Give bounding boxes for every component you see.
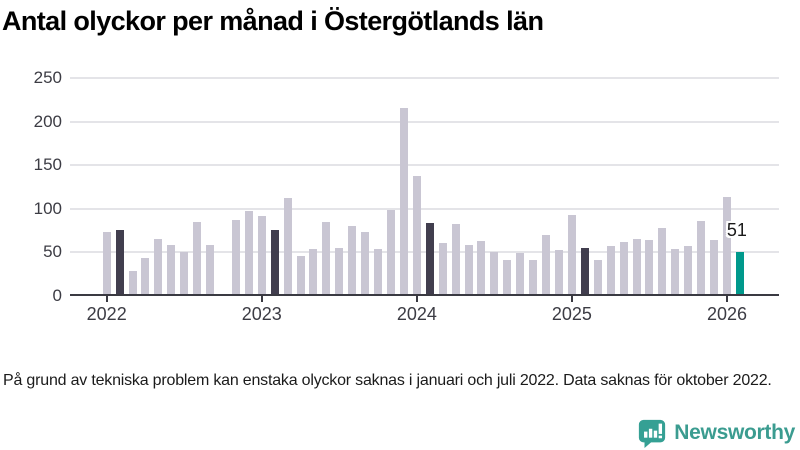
bar-2025-04 bbox=[606, 246, 615, 296]
y-axis-tick-0: 0 bbox=[52, 286, 62, 305]
bar-2023-07 bbox=[335, 248, 344, 296]
bar-2023-10 bbox=[374, 248, 383, 296]
chart-title: Antal olyckor per månad i Östergötlands … bbox=[2, 6, 544, 36]
x-axis-tick-2022 bbox=[105, 296, 108, 302]
x-axis-label-2024: 2024 bbox=[396, 304, 437, 324]
bar-2023-11 bbox=[387, 209, 395, 296]
bar-2024-06 bbox=[477, 241, 486, 296]
bar-2024-10 bbox=[529, 260, 538, 296]
chart-footnote: På grund av tekniska problem kan enstaka… bbox=[3, 372, 772, 389]
bar-2023-05 bbox=[309, 248, 318, 296]
y-axis-tick-100: 100 bbox=[33, 198, 62, 218]
bar-2022-03 bbox=[128, 270, 137, 296]
bar-2025-10 bbox=[684, 246, 693, 296]
gridline-200 bbox=[70, 120, 779, 123]
bar-2024-02 bbox=[425, 222, 434, 296]
bar-2022-04 bbox=[141, 257, 150, 296]
bar-2022-01 bbox=[102, 232, 111, 296]
bar-2024-11 bbox=[542, 234, 551, 296]
gridline-100 bbox=[70, 207, 779, 210]
y-axis-tick-200: 200 bbox=[33, 111, 62, 131]
x-axis-tick-2026 bbox=[726, 296, 728, 302]
bar-2022-02 bbox=[115, 229, 124, 296]
bar-2024-09 bbox=[516, 253, 525, 296]
bar-2023-02 bbox=[270, 229, 279, 296]
x-axis-label-2026: 2026 bbox=[706, 304, 748, 324]
bar-2025-07 bbox=[645, 240, 654, 296]
newsworthy-wordmark: Newsworthy bbox=[674, 421, 795, 444]
bar-2023-12 bbox=[399, 107, 408, 296]
bar-2022-06 bbox=[167, 245, 176, 296]
x-axis-line bbox=[70, 293, 779, 296]
latest-value-label: 51 bbox=[726, 219, 747, 240]
bar-2024-03 bbox=[438, 242, 447, 296]
gridline-250 bbox=[70, 77, 779, 79]
bar-2022-07 bbox=[180, 252, 189, 296]
bar-2022-08 bbox=[193, 221, 202, 296]
x-axis-tick-2024 bbox=[415, 296, 418, 302]
bar-2022-11 bbox=[231, 220, 240, 296]
bar-2023-09 bbox=[361, 232, 370, 296]
bar-2024-01 bbox=[412, 175, 421, 296]
x-axis-label-2022: 2022 bbox=[86, 304, 127, 324]
bar-2022-09 bbox=[206, 245, 215, 296]
bar-2025-02 bbox=[580, 248, 589, 296]
gridline-150 bbox=[70, 164, 779, 167]
bar-2025-03 bbox=[593, 260, 602, 296]
bar-2025-09 bbox=[671, 248, 680, 296]
bar-2023-03 bbox=[283, 198, 292, 296]
bar-2024-08 bbox=[503, 260, 512, 296]
bar-2023-08 bbox=[348, 226, 357, 296]
newsworthy-bubble-chart-icon bbox=[639, 419, 666, 448]
bar-2022-12 bbox=[244, 211, 253, 296]
bar-2025-06 bbox=[632, 239, 641, 296]
bar-2025-12 bbox=[710, 240, 719, 296]
bar-2025-01 bbox=[567, 214, 576, 296]
gridline-50 bbox=[70, 251, 779, 254]
y-axis-tick-50: 50 bbox=[43, 242, 62, 262]
newsworthy-logo[interactable]: Newsworthy bbox=[637, 417, 795, 449]
bar-2024-05 bbox=[464, 245, 473, 296]
bar-2026-02 bbox=[735, 251, 744, 296]
bar-2024-12 bbox=[555, 249, 563, 296]
bar-2024-07 bbox=[490, 252, 499, 296]
y-axis-tick-250: 250 bbox=[33, 68, 62, 87]
bar-2023-04 bbox=[296, 255, 305, 296]
x-axis-tick-2025 bbox=[570, 296, 573, 302]
bar-2025-11 bbox=[697, 221, 706, 296]
x-axis-label-2025: 2025 bbox=[551, 304, 592, 324]
bar-2023-01 bbox=[257, 215, 266, 296]
y-axis-tick-150: 150 bbox=[33, 155, 62, 175]
bar-2024-04 bbox=[451, 223, 460, 296]
x-axis-tick-2023 bbox=[260, 296, 263, 302]
bar-2022-05 bbox=[154, 239, 163, 296]
bar-2026-01 bbox=[723, 197, 731, 296]
bar-2025-08 bbox=[658, 227, 667, 296]
x-axis-label-2023: 2023 bbox=[241, 304, 282, 324]
bar-2025-05 bbox=[619, 241, 628, 296]
bar-2023-06 bbox=[322, 221, 331, 296]
